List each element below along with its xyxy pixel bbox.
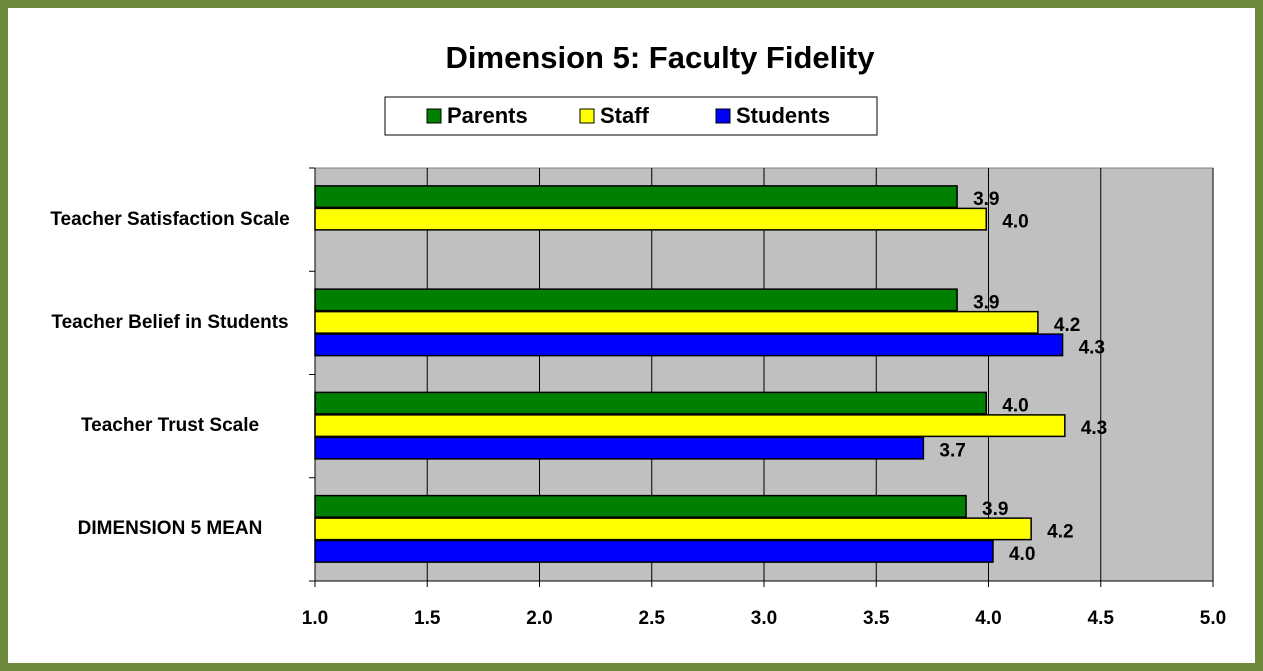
bar: [314, 494, 967, 518]
bar: [314, 310, 1039, 334]
y-tick-label: DIMENSION 5 MEAN: [77, 518, 263, 540]
legend-swatch: [579, 108, 595, 124]
data-label: 3.9: [973, 292, 999, 313]
legend-box: [384, 96, 878, 136]
data-label: 3.9: [982, 499, 1008, 520]
data-label: 4.2: [1054, 315, 1080, 336]
legend-label: Parents: [447, 103, 528, 128]
bar: [314, 207, 988, 231]
legend-label: Staff: [600, 103, 650, 128]
x-tick-label: 5.0: [1200, 608, 1226, 629]
legend-swatch: [426, 108, 442, 124]
bar: [314, 333, 1064, 357]
bar: [314, 436, 925, 460]
data-label: 4.3: [1079, 337, 1105, 358]
x-tick-label: 2.0: [526, 608, 552, 629]
bar: [314, 539, 994, 563]
chart-title: Dimension 5: Faculty Fidelity: [446, 40, 876, 75]
legend-label: Students: [736, 103, 830, 128]
x-tick-label: 1.0: [302, 608, 328, 629]
x-tick-label: 2.5: [639, 608, 666, 629]
bar: [314, 414, 1066, 438]
x-tick-label: 3.0: [751, 608, 777, 629]
y-tick-label: Teacher Trust Scale: [80, 415, 260, 437]
data-label: 4.0: [1009, 544, 1035, 565]
bar: [314, 517, 1032, 541]
legend-swatch: [715, 108, 731, 124]
x-tick-label: 3.5: [863, 608, 890, 629]
data-label: 3.9: [973, 189, 999, 210]
y-tick-label: Teacher Belief in Students: [51, 311, 289, 333]
x-tick-label: 4.5: [1088, 608, 1115, 629]
bar: [314, 391, 988, 415]
bar: [314, 185, 958, 209]
x-tick-label: 1.5: [414, 608, 441, 629]
data-label: 4.0: [1002, 396, 1028, 417]
data-label: 4.3: [1081, 418, 1107, 439]
data-label: 4.2: [1047, 521, 1073, 542]
y-tick-label: Teacher Satisfaction Scale: [50, 208, 290, 230]
bar: [314, 288, 958, 312]
data-label: 4.0: [1002, 212, 1028, 233]
x-tick-label: 4.0: [975, 608, 1001, 629]
data-label: 3.7: [939, 441, 965, 462]
